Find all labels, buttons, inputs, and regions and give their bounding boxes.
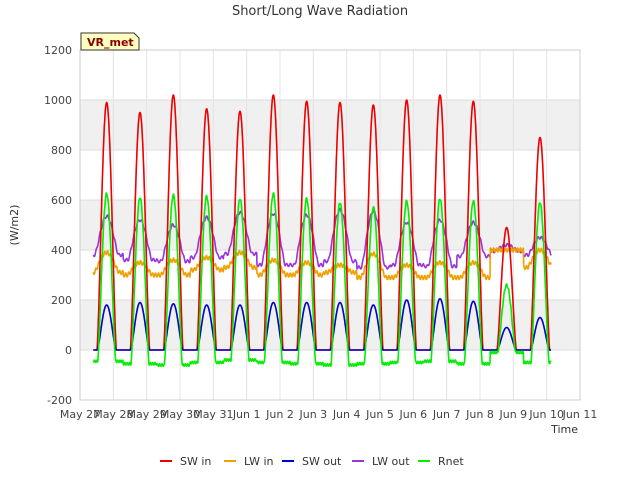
x-tick-label: Jun 5 <box>365 408 394 421</box>
legend-label: SW out <box>302 455 342 468</box>
y-axis-label: (W/m2) <box>8 205 21 246</box>
x-tick-label: Jun 10 <box>528 408 564 421</box>
x-tick-label: May 30 <box>160 408 200 421</box>
y-tick-labels: -200 0 200 400 600 800 1000 1200 <box>44 44 72 407</box>
site-badge: VR_met <box>80 32 140 51</box>
x-tick-label: Jun 6 <box>398 408 427 421</box>
y-tick-label: 600 <box>51 194 72 207</box>
series-lines <box>92 94 552 368</box>
y-tick-label: 0 <box>65 344 72 357</box>
legend: SW in LW in SW out LW out Rnet <box>160 455 464 468</box>
x-axis-label: Time <box>550 423 578 436</box>
y-tick-label: 400 <box>51 244 72 257</box>
y-tick-label: -200 <box>47 394 72 407</box>
y-tick-label: 1000 <box>44 94 72 107</box>
x-tick-label: Jun 2 <box>265 408 294 421</box>
x-tick-label: Jun 9 <box>498 408 527 421</box>
y-tick-label: 200 <box>51 294 72 307</box>
series-line-sw-out <box>92 297 552 351</box>
x-tick-label: Jun 4 <box>332 408 361 421</box>
y-tick-label: 1200 <box>44 44 72 57</box>
site-badge-label: VR_met <box>87 36 134 49</box>
series-line-rnet <box>92 192 552 368</box>
legend-label: Rnet <box>438 455 464 468</box>
x-tick-label: May 27 <box>60 408 100 421</box>
legend-label: LW out <box>372 455 410 468</box>
plot-band <box>80 200 580 250</box>
x-tick-label: Jun 3 <box>298 408 327 421</box>
plot-band <box>80 300 580 350</box>
series-line-lw-in <box>92 247 552 281</box>
x-tick-label: May 28 <box>93 408 133 421</box>
y-tick-label: 800 <box>51 144 72 157</box>
x-tick-label: May 29 <box>127 408 167 421</box>
chart-title: Short/Long Wave Radiation <box>232 4 408 19</box>
plot-frame <box>79 49 581 401</box>
x-tick-label: Jun 8 <box>465 408 494 421</box>
plot-band <box>80 100 580 150</box>
site-badge-box <box>80 32 140 51</box>
legend-label: SW in <box>180 455 211 468</box>
x-tick-label: May 31 <box>193 408 233 421</box>
x-tick-label: Jun 7 <box>432 408 461 421</box>
x-tick-label: Jun 11 <box>562 408 598 421</box>
plot-bands <box>80 100 580 350</box>
x-tick-label: Jun 1 <box>232 408 261 421</box>
legend-label: LW in <box>244 455 274 468</box>
